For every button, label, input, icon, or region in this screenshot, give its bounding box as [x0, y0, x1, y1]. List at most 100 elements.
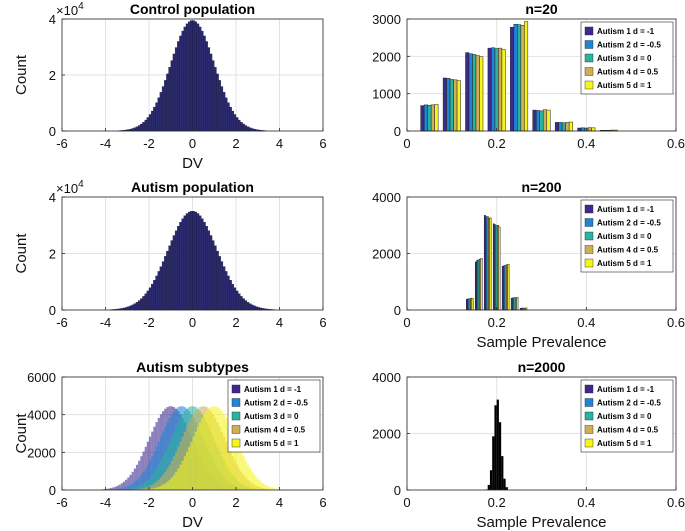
histogram-bar — [181, 30, 184, 132]
subtype-5-bar — [272, 488, 276, 490]
series-5-bar — [501, 49, 506, 132]
legend-swatch — [231, 398, 241, 407]
histogram-bar — [135, 302, 139, 311]
x-tick-label: 0 — [403, 315, 410, 330]
subtype-5-bar — [185, 451, 189, 490]
histogram-bar — [201, 30, 204, 132]
subtype-1-bar — [116, 485, 119, 490]
histogram-bar — [216, 73, 219, 132]
axes-box — [406, 18, 677, 132]
x-tick-label: 2 — [232, 315, 239, 330]
chart-title: Control population — [130, 1, 255, 17]
histogram-bar — [142, 296, 145, 311]
x-tick-label: 2 — [232, 495, 239, 510]
subtype-4-bar — [142, 488, 145, 490]
subtype-2-bar — [153, 451, 156, 490]
subtype-2-bar — [138, 477, 141, 490]
subtype-2-bar — [129, 484, 132, 490]
subtype-5-bar — [181, 460, 184, 490]
subtype-5-bar — [240, 451, 243, 490]
histogram-bar — [174, 230, 178, 311]
x-tick-label: 4 — [276, 495, 283, 510]
subtype-5-bar — [244, 460, 247, 490]
legend-swatch — [584, 218, 594, 227]
histogram-bar — [498, 422, 502, 490]
legend-label: Autism 3 d = 0 — [597, 412, 652, 421]
legend-swatch — [584, 26, 594, 36]
legend-swatch — [584, 398, 594, 407]
x-tick-label: 0.4 — [577, 136, 595, 151]
subtype-5-bar — [166, 481, 169, 490]
series-3-bar — [449, 79, 454, 132]
legend-label: Autism 3 d = 0 — [597, 232, 652, 241]
subtype-5-bar — [192, 436, 195, 490]
subtype-4-bar — [170, 460, 173, 490]
subtype-5-bar — [205, 411, 208, 490]
histogram-bar — [166, 250, 169, 311]
y-tick-label: 2000 — [372, 247, 401, 262]
x-tick-label: 0.6 — [667, 315, 685, 330]
subtype-3-bar — [146, 479, 149, 490]
subtype-2-bar — [114, 489, 117, 490]
histogram-bar — [135, 126, 139, 132]
legend-swatch — [584, 384, 594, 394]
exponent-power: 4 — [78, 179, 84, 190]
y-tick-label: 0 — [394, 483, 401, 498]
x-tick-label: 6 — [319, 315, 326, 330]
histogram-bar — [224, 271, 228, 311]
subtype-5-bar — [227, 422, 230, 490]
legend-swatch — [584, 204, 594, 214]
legend-box — [580, 21, 674, 95]
legend: Autism 1 d = -1 Autism 2 d = -0.5 Autism 3… — [580, 379, 674, 453]
histogram-bar — [220, 261, 224, 311]
subtype-1-bar — [140, 456, 143, 490]
series-5-bar — [516, 297, 519, 311]
y-axis-label: Count — [13, 233, 30, 274]
x-tick-label: 0 — [189, 136, 196, 151]
y-tick-label: 2000 — [372, 49, 401, 64]
subtype-5-bar — [268, 486, 271, 490]
y-tick-label: 0 — [49, 124, 56, 139]
subtype-4-bar — [164, 471, 167, 490]
histogram-bar — [157, 271, 161, 311]
subtype-4-bar — [151, 484, 154, 490]
histogram-bar — [196, 23, 200, 132]
legend-label: Autism 5 d = 1 — [244, 439, 299, 448]
legend-swatch — [584, 231, 594, 241]
histogram-bar — [190, 20, 193, 132]
histogram-bar — [244, 125, 248, 132]
histogram-bar — [137, 300, 141, 311]
subtype-4-bar — [172, 456, 176, 490]
y-tick-label: 4000 — [372, 370, 401, 385]
subtype-1-bar — [109, 488, 113, 490]
histogram-bar — [170, 240, 174, 311]
subtype-3-bar — [151, 474, 154, 490]
y-tick-label: 4000 — [27, 408, 56, 423]
histogram-bar — [131, 304, 134, 311]
subtype-1-bar — [129, 474, 132, 490]
subtype-5-bar — [253, 474, 256, 490]
histogram-bar — [233, 287, 237, 311]
y-tick-label: 2 — [49, 68, 56, 83]
histogram-bar — [144, 293, 147, 311]
histogram-bar — [205, 226, 208, 311]
series-2-bar — [513, 23, 518, 132]
series-4-bar — [453, 79, 458, 132]
legend-label: Autism 1 d = -1 — [597, 385, 655, 394]
series-1-bar — [510, 26, 515, 132]
subtype-5-bar — [216, 407, 219, 490]
series-5-bar — [498, 226, 501, 311]
series-5-bar — [434, 104, 439, 132]
subtype-5-bar — [275, 488, 278, 490]
subtype-5-bar — [251, 471, 254, 490]
series-4-bar — [475, 55, 480, 132]
legend-label: Autism 2 d = -0.5 — [597, 41, 661, 50]
histogram-bar — [179, 222, 182, 311]
x-tick-label: 0.2 — [488, 495, 506, 510]
x-tick-label: -4 — [100, 136, 112, 151]
histogram-bar — [166, 73, 169, 132]
subtype-5-bar — [196, 426, 200, 490]
legend-swatch — [584, 40, 594, 49]
